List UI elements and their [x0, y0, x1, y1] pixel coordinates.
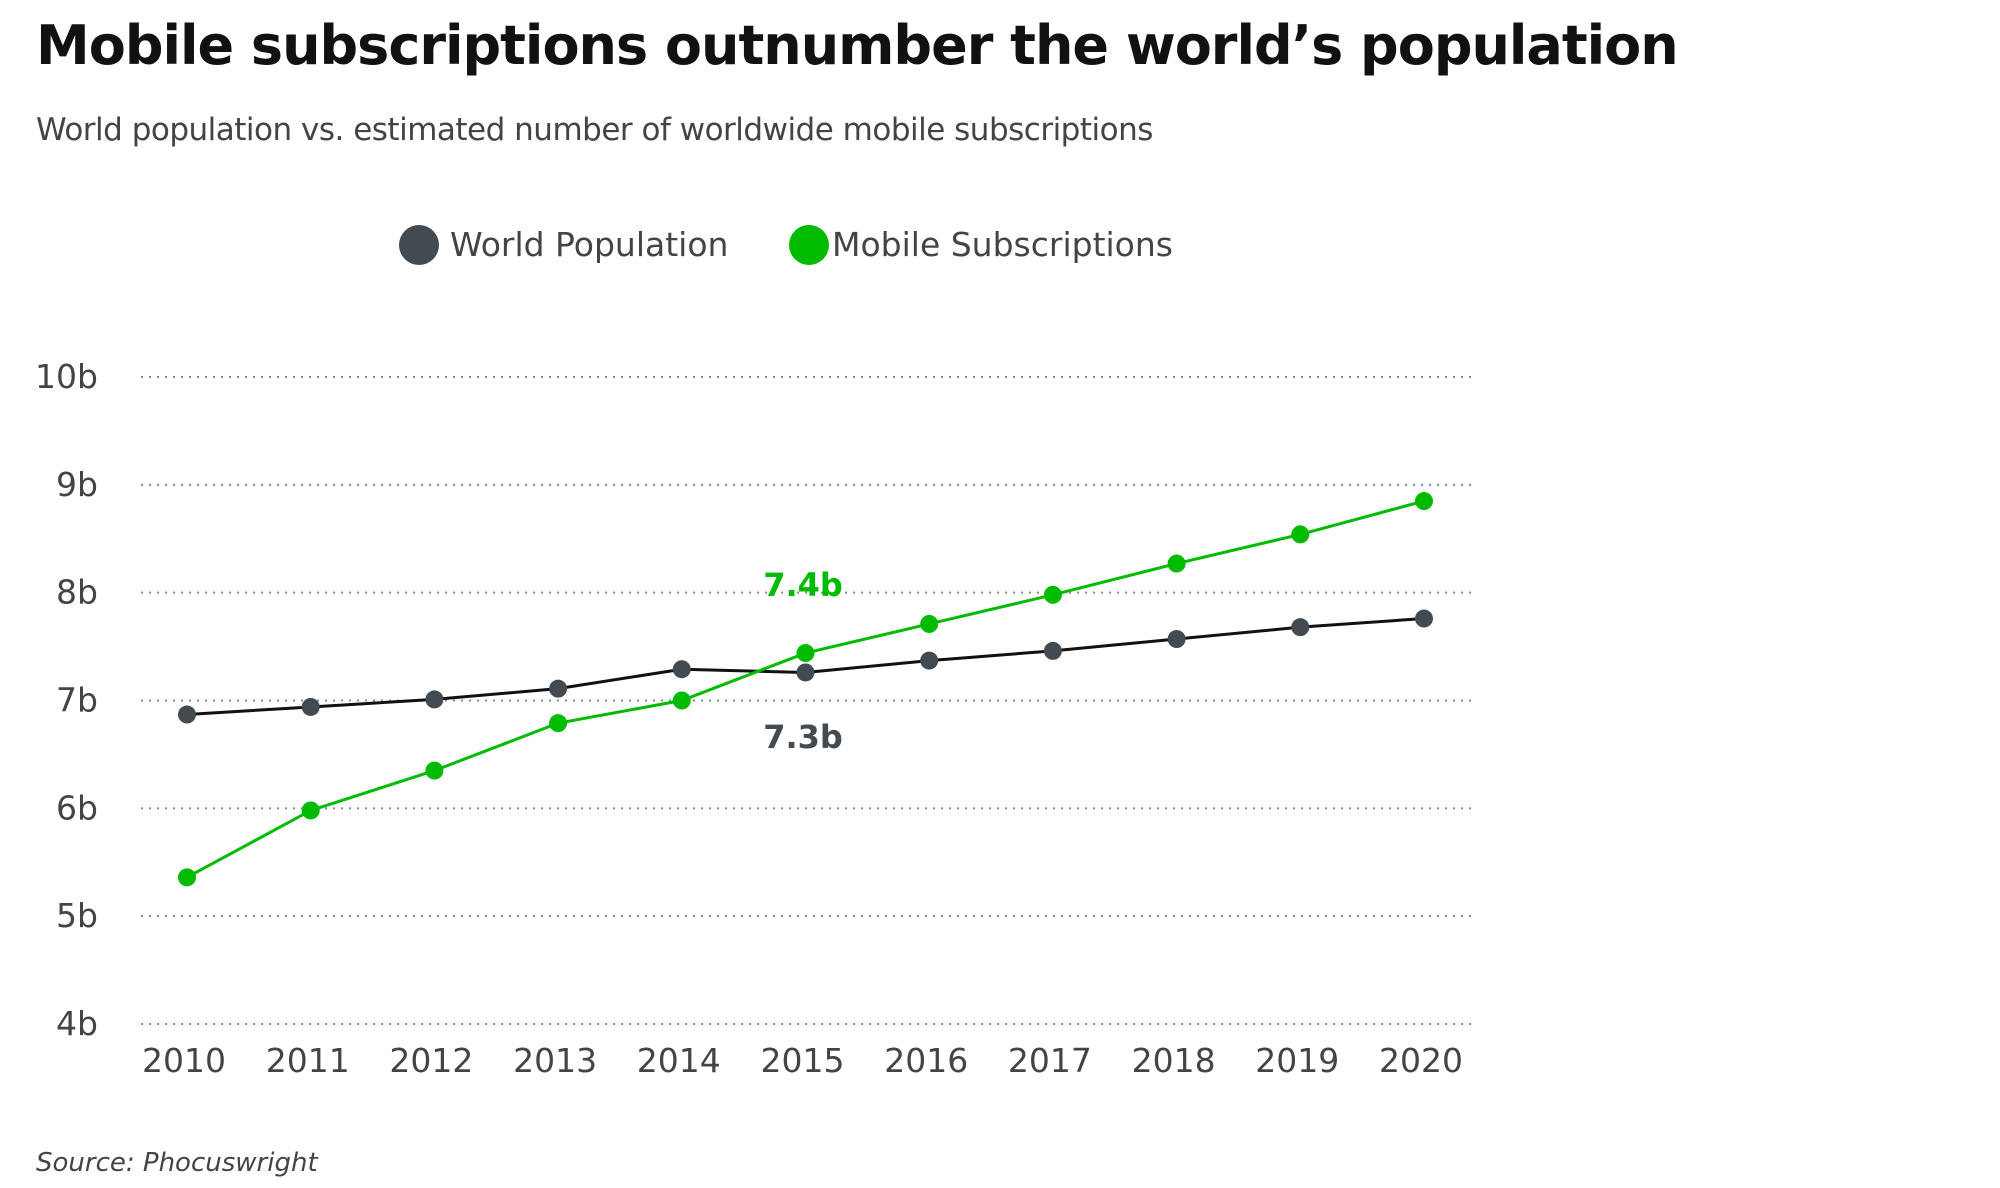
chart-subtitle: World population vs. estimated number of… — [36, 112, 1153, 148]
data-point — [1167, 554, 1186, 573]
x-tick-label: 2015 — [761, 1041, 845, 1080]
y-tick-label: 8b — [56, 573, 98, 612]
annotation-population: 7.3b — [763, 718, 843, 756]
y-tick-label: 10b — [35, 357, 98, 396]
x-tick-label: 2017 — [1008, 1041, 1092, 1080]
series-mobile-subscriptions — [178, 492, 1433, 887]
y-tick-label: 6b — [56, 788, 98, 827]
data-point — [672, 691, 691, 710]
data-point — [425, 761, 444, 780]
data-point — [672, 660, 691, 679]
x-tick-label: 2013 — [513, 1041, 597, 1080]
data-point — [1415, 609, 1433, 628]
x-tick-label: 2018 — [1132, 1041, 1216, 1080]
data-point — [1291, 618, 1310, 637]
data-point — [1043, 585, 1062, 604]
legend-marker — [789, 225, 829, 265]
data-point — [301, 697, 320, 716]
data-point — [178, 705, 196, 724]
y-tick-label: 9b — [56, 465, 98, 504]
data-point — [796, 644, 815, 663]
data-point — [920, 614, 939, 633]
x-tick-label: 2020 — [1379, 1041, 1463, 1080]
data-point — [1043, 641, 1062, 660]
annotation-mobile: 7.4b — [763, 566, 843, 604]
data-point — [1167, 630, 1186, 649]
chart-title: Mobile subscriptions outnumber the world… — [36, 14, 1679, 77]
x-tick-label: 2010 — [142, 1041, 226, 1080]
series-line — [186, 499, 1425, 879]
source-note: Source: Phocuswright — [36, 1148, 318, 1178]
data-point — [301, 801, 320, 820]
x-tick-label: 2019 — [1255, 1041, 1339, 1080]
x-tick-label: 2016 — [884, 1041, 968, 1080]
series-world-population — [178, 609, 1433, 724]
y-tick-label: 4b — [56, 1004, 98, 1043]
y-tick-label: 7b — [56, 681, 98, 720]
data-point — [549, 679, 568, 698]
legend-marker — [399, 225, 439, 265]
x-tick-label: 2014 — [637, 1041, 721, 1080]
data-point — [1291, 525, 1310, 544]
data-point — [425, 690, 444, 709]
x-tick-label: 2012 — [389, 1041, 473, 1080]
y-tick-label: 5b — [56, 896, 98, 935]
legend-label: World Population — [450, 225, 728, 264]
data-point — [178, 868, 196, 887]
data-point — [920, 651, 939, 670]
legend-label: Mobile Subscriptions — [832, 225, 1173, 264]
data-point — [549, 714, 568, 733]
data-point — [1415, 492, 1433, 511]
data-point — [796, 663, 815, 682]
x-tick-label: 2011 — [266, 1041, 350, 1080]
